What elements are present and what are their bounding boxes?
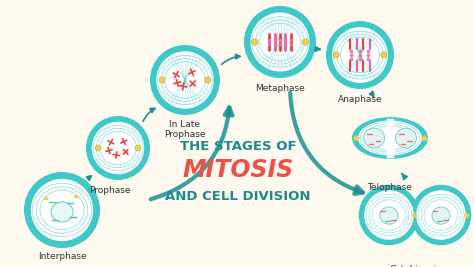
FancyArrowPatch shape: [151, 107, 232, 199]
FancyArrowPatch shape: [221, 54, 240, 64]
Circle shape: [252, 39, 258, 45]
Circle shape: [135, 145, 141, 151]
Circle shape: [150, 45, 220, 115]
Circle shape: [31, 179, 93, 241]
Circle shape: [332, 27, 388, 83]
Ellipse shape: [358, 120, 422, 156]
Circle shape: [86, 116, 150, 180]
Circle shape: [92, 122, 144, 174]
FancyArrowPatch shape: [315, 47, 320, 51]
Circle shape: [156, 51, 214, 109]
Text: Cytokinesis
(Daughter Cells): Cytokinesis (Daughter Cells): [378, 265, 452, 267]
Circle shape: [95, 145, 101, 151]
Circle shape: [24, 172, 100, 248]
FancyArrowPatch shape: [290, 93, 363, 194]
FancyArrowPatch shape: [401, 173, 407, 179]
FancyArrowPatch shape: [87, 176, 91, 180]
Text: In Late
Prophase: In Late Prophase: [164, 120, 206, 139]
FancyArrowPatch shape: [143, 108, 155, 121]
Ellipse shape: [395, 128, 417, 148]
Circle shape: [381, 52, 387, 58]
Text: Anaphase: Anaphase: [337, 95, 383, 104]
Text: AND CELL DIVISION: AND CELL DIVISION: [165, 190, 311, 203]
Circle shape: [333, 52, 339, 58]
Circle shape: [205, 77, 211, 83]
Circle shape: [364, 190, 414, 240]
Circle shape: [411, 185, 471, 245]
Circle shape: [416, 190, 466, 240]
Ellipse shape: [74, 195, 79, 199]
Circle shape: [326, 21, 394, 89]
Circle shape: [359, 185, 419, 245]
Circle shape: [244, 6, 316, 78]
Ellipse shape: [380, 207, 398, 224]
FancyArrowPatch shape: [369, 92, 374, 97]
Ellipse shape: [51, 202, 73, 222]
Text: MITOSIS: MITOSIS: [182, 158, 293, 182]
Circle shape: [250, 13, 310, 72]
Ellipse shape: [44, 197, 49, 201]
Ellipse shape: [352, 117, 428, 159]
Circle shape: [159, 77, 165, 83]
FancyBboxPatch shape: [387, 119, 393, 157]
Circle shape: [302, 39, 309, 45]
Ellipse shape: [364, 128, 384, 148]
Text: THE STAGES OF: THE STAGES OF: [180, 140, 296, 154]
Ellipse shape: [432, 207, 450, 224]
Text: Telophase: Telophase: [367, 183, 412, 192]
Text: Prophase: Prophase: [89, 186, 131, 195]
Text: Interphase: Interphase: [38, 252, 86, 261]
Text: Metaphase: Metaphase: [255, 84, 305, 93]
